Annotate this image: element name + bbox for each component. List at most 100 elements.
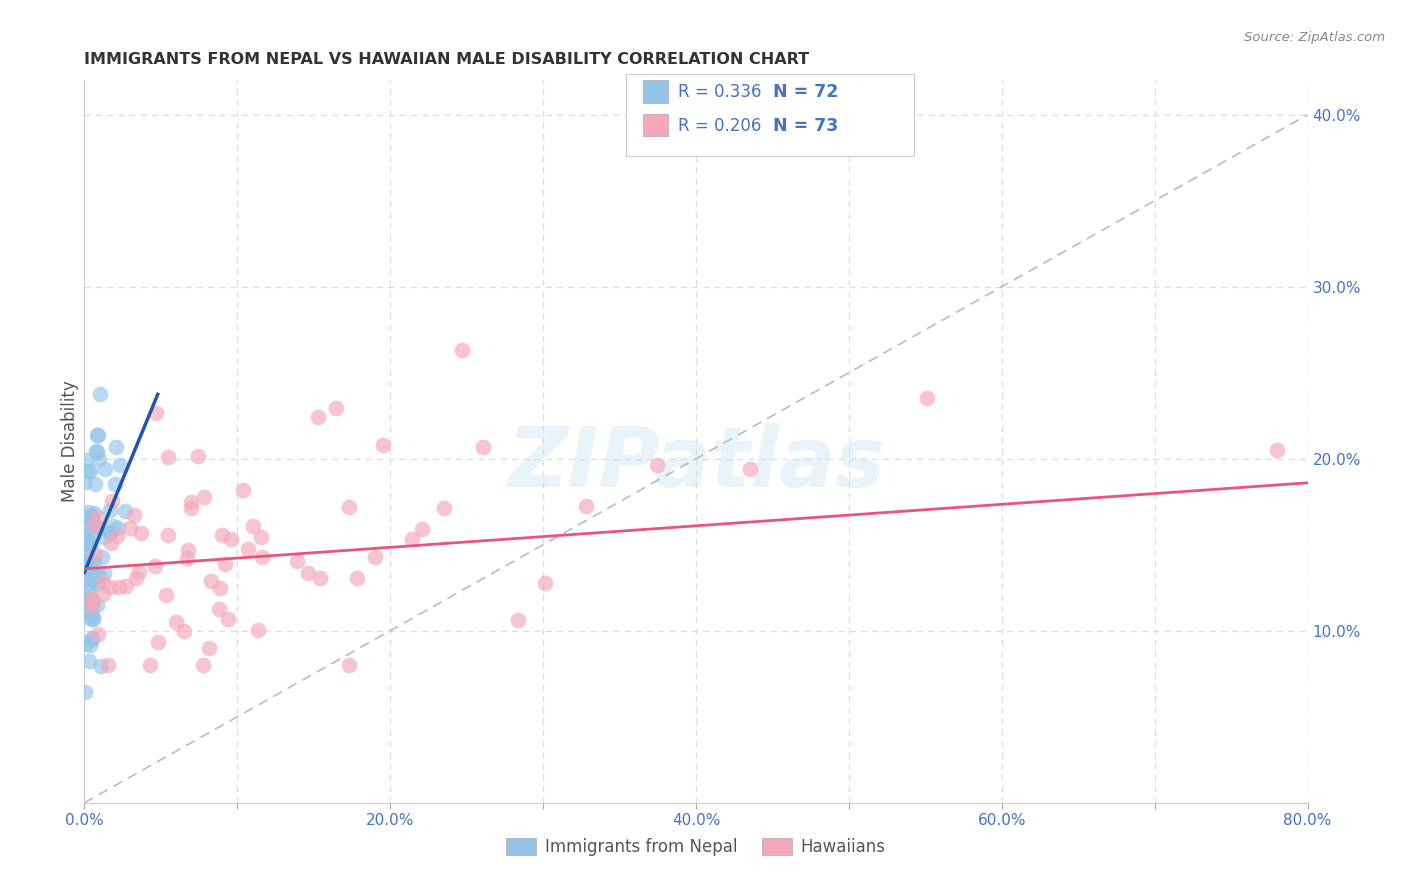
Point xyxy=(250,549,273,564)
Point xyxy=(82,516,104,530)
Point xyxy=(90,658,112,673)
Point xyxy=(98,580,121,594)
Point xyxy=(131,526,153,541)
Point xyxy=(84,519,107,533)
Point xyxy=(173,624,195,638)
Point xyxy=(176,551,198,566)
Point xyxy=(101,518,124,533)
Point xyxy=(87,577,110,591)
Point xyxy=(107,521,129,535)
Point xyxy=(285,554,308,568)
Point xyxy=(165,615,187,630)
Point xyxy=(84,477,107,491)
Point xyxy=(97,658,120,673)
Point xyxy=(307,409,329,424)
Point xyxy=(236,542,259,557)
Point xyxy=(79,464,101,478)
Point xyxy=(83,554,105,568)
Point xyxy=(77,535,100,549)
Point xyxy=(128,565,150,579)
Point xyxy=(89,387,111,401)
Point xyxy=(77,464,100,478)
Point xyxy=(297,566,319,580)
Point xyxy=(118,521,141,535)
Point xyxy=(87,567,110,582)
Point xyxy=(139,658,162,673)
Point xyxy=(84,547,107,561)
Point xyxy=(90,549,112,564)
Point xyxy=(80,593,103,607)
Point xyxy=(98,526,121,541)
Point xyxy=(91,587,114,601)
Point xyxy=(198,640,221,655)
Text: ZIPatlas: ZIPatlas xyxy=(508,423,884,504)
Point xyxy=(83,506,105,520)
Point xyxy=(105,440,128,454)
Point xyxy=(346,571,368,585)
Point xyxy=(77,553,100,567)
Point xyxy=(242,518,264,533)
Point xyxy=(75,557,97,571)
Point xyxy=(450,343,472,357)
Point xyxy=(75,592,97,607)
Point xyxy=(645,458,668,472)
Point xyxy=(79,551,101,566)
Point xyxy=(471,440,494,454)
Point xyxy=(86,445,108,459)
Point xyxy=(534,575,557,590)
Point xyxy=(83,517,105,532)
Text: N = 73: N = 73 xyxy=(773,117,838,135)
Point xyxy=(157,450,180,465)
Point xyxy=(76,529,98,543)
Point xyxy=(75,637,97,651)
Point xyxy=(309,570,332,584)
Point xyxy=(80,508,103,522)
Point xyxy=(575,499,598,513)
Point xyxy=(93,566,115,581)
Y-axis label: Male Disability: Male Disability xyxy=(62,381,80,502)
Point xyxy=(82,610,104,624)
Point xyxy=(193,491,215,505)
Point xyxy=(76,593,98,607)
Point xyxy=(80,599,103,614)
Point xyxy=(86,427,108,442)
Point xyxy=(87,626,110,640)
Point xyxy=(1265,443,1288,458)
Point xyxy=(401,532,423,546)
Point xyxy=(915,391,938,405)
Point xyxy=(433,500,456,515)
Text: Source: ZipAtlas.com: Source: ZipAtlas.com xyxy=(1244,31,1385,45)
Point xyxy=(76,537,98,551)
Point xyxy=(148,635,170,649)
Point xyxy=(105,529,128,543)
Point xyxy=(76,453,98,467)
Point xyxy=(155,589,177,603)
Point xyxy=(104,476,127,491)
Text: R = 0.336: R = 0.336 xyxy=(678,83,761,101)
Point xyxy=(80,510,103,524)
Point xyxy=(80,632,103,646)
Legend: Immigrants from Nepal, Hawaiians: Immigrants from Nepal, Hawaiians xyxy=(499,831,893,863)
Point xyxy=(115,578,138,592)
Point xyxy=(363,550,385,565)
Point xyxy=(98,503,121,517)
Point xyxy=(114,503,136,517)
Point xyxy=(221,532,243,546)
Point xyxy=(87,428,110,442)
Point xyxy=(738,462,761,476)
Point xyxy=(80,592,103,607)
Point xyxy=(86,598,108,612)
Point xyxy=(82,612,104,626)
Point xyxy=(177,542,200,557)
Point xyxy=(80,536,103,550)
Point xyxy=(82,572,104,586)
Point xyxy=(411,522,433,536)
Point xyxy=(80,524,103,538)
Point xyxy=(79,638,101,652)
Point xyxy=(89,452,111,467)
Point xyxy=(187,449,209,463)
Point xyxy=(100,536,122,550)
Point xyxy=(246,623,269,637)
Point xyxy=(337,658,360,673)
Point xyxy=(84,443,107,458)
